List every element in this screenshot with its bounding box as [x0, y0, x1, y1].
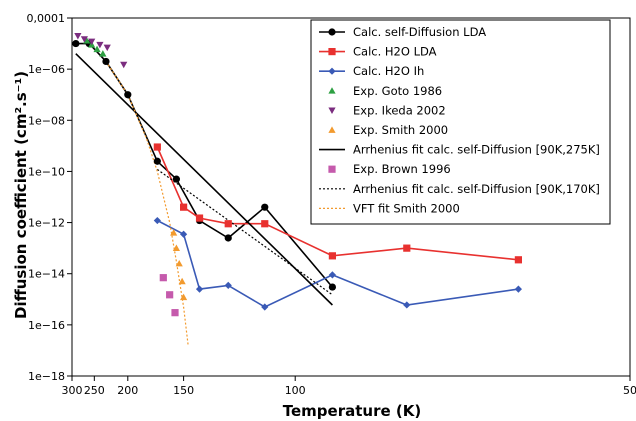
series-4-point-3	[96, 41, 104, 49]
series-0-point-5	[172, 175, 180, 183]
series-1-point-2	[195, 214, 204, 222]
series-4-point-2	[88, 38, 96, 46]
series-5-point-0	[170, 229, 178, 236]
series-0-point-2	[102, 57, 110, 66]
series-0-point-7	[224, 234, 232, 242]
series-1-point-7	[514, 256, 522, 264]
series-0-point-0	[72, 39, 80, 48]
series-2-point-0	[153, 216, 161, 225]
y-axis-title: Diffusion coefficient (cm².s⁻¹)	[12, 71, 30, 319]
legend-label-6: Arrhenius fit calc. self-Diffusion [90K,…	[353, 143, 600, 157]
series-0-point-3	[124, 91, 132, 99]
series-1-point-3	[224, 220, 232, 228]
legend-marker-3	[328, 87, 336, 94]
y-tick-label-7: 0,0001	[27, 12, 66, 25]
series-5-point-2	[175, 259, 183, 267]
legend-marker-4	[328, 107, 336, 114]
y-tick-label-6: 1e−06	[28, 63, 65, 76]
legend-label-0: Calc. self-Diffusion LDA	[353, 25, 486, 39]
series-5-point-1	[172, 244, 180, 252]
series-5-point-3	[178, 277, 186, 285]
series-2-point-6	[403, 301, 411, 309]
legend-label-7: Exp. Brown 1996	[353, 162, 451, 176]
series-markers	[72, 32, 522, 317]
legend-marker-2	[328, 67, 336, 75]
series-0-point-8	[261, 203, 269, 211]
x-tick-label-100: 100	[285, 384, 306, 397]
series-0-point-4	[153, 157, 161, 165]
legend-marker-0	[328, 28, 336, 36]
x-tick-label-50: 50	[623, 384, 636, 397]
legend: Calc. self-Diffusion LDA Calc. H2O LDA Cal…	[310, 19, 611, 225]
series-1-point-0	[153, 143, 161, 151]
series-2-point-7	[514, 285, 522, 293]
legend-label-3: Exp. Goto 1986	[353, 84, 442, 98]
series-2-point-2	[195, 285, 204, 293]
series-4-point-1	[80, 36, 88, 43]
series-line-9	[105, 61, 189, 346]
series-4-point-0	[74, 32, 82, 40]
series-5-point-4	[180, 293, 188, 301]
series-4-point-5	[120, 61, 128, 69]
series-1-point-6	[403, 244, 411, 252]
y-tick-label-0: 1e−18	[28, 370, 65, 383]
series-7-point-0	[159, 274, 167, 282]
legend-marker-7	[328, 165, 336, 173]
series-7-point-2	[171, 309, 179, 317]
legend-label-2: Calc. H2O Ih	[353, 64, 424, 78]
series-2-point-1	[180, 230, 188, 238]
y-tick-label-3: 1e−12	[28, 217, 65, 230]
x-tick-label-250: 250	[84, 384, 105, 397]
y-tick-label-1: 1e−16	[28, 319, 65, 332]
series-line-0	[75, 42, 334, 288]
series-line-6	[75, 53, 333, 306]
series-2-point-3	[224, 281, 232, 289]
series-1-point-4	[261, 220, 269, 228]
series-3-point-3	[99, 50, 107, 57]
x-tick-label-300: 300	[62, 384, 83, 397]
series-1-point-5	[328, 252, 336, 260]
x-axis-ticks: 300 250 200 150 100 50	[62, 376, 636, 397]
legend-box	[310, 19, 611, 225]
legend-marker-1	[328, 48, 336, 56]
legend-label-9: VFT fit Smith 2000	[353, 201, 460, 215]
legend-label-8: Arrhenius fit calc. self-Diffusion [90K,…	[353, 182, 600, 196]
y-tick-label-2: 1e−14	[28, 268, 65, 281]
series-4-point-4	[103, 44, 111, 52]
series-7-point-1	[166, 291, 174, 299]
series-line-2	[156, 219, 519, 308]
legend-label-4: Exp. Ikeda 2002	[353, 103, 446, 117]
series-2-point-4	[261, 303, 269, 311]
series-1-point-1	[180, 203, 188, 211]
series-3-point-0	[83, 37, 91, 44]
y-tick-label-5: 1e−08	[28, 114, 65, 127]
y-tick-label-4: 1e−10	[28, 165, 65, 178]
plot-area	[71, 17, 631, 377]
y-axis-ticks: 1e−18 1e−16 1e−14 1e−12 1e−10 1e−08 1e−06 0,000…	[27, 12, 72, 383]
x-tick-label-150: 150	[173, 384, 194, 397]
series-2-point-5	[328, 271, 336, 279]
x-axis-title: Temperature (K)	[283, 402, 421, 420]
legend-label-1: Calc. H2O LDA	[353, 45, 437, 59]
series-0-point-9	[328, 283, 336, 291]
series-3-point-2	[93, 45, 101, 53]
legend-label-5: Exp. Smith 2000	[353, 123, 448, 137]
legend-marker-5	[328, 126, 336, 133]
plot-border	[71, 17, 631, 377]
x-tick-label-200: 200	[117, 384, 138, 397]
